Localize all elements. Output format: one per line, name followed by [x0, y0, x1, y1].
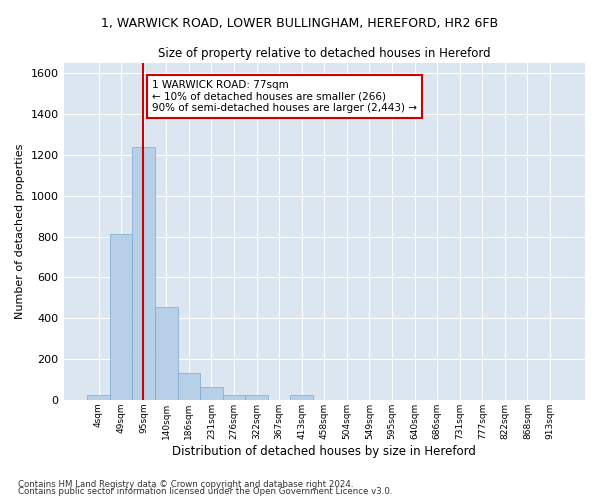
Text: Contains HM Land Registry data © Crown copyright and database right 2024.: Contains HM Land Registry data © Crown c… — [18, 480, 353, 489]
Bar — [110, 234, 133, 400]
X-axis label: Distribution of detached houses by size in Hereford: Distribution of detached houses by size … — [172, 444, 476, 458]
Bar — [133, 146, 155, 400]
Text: 1 WARWICK ROAD: 77sqm
← 10% of detached houses are smaller (266)
90% of semi-det: 1 WARWICK ROAD: 77sqm ← 10% of detached … — [152, 80, 417, 113]
Bar — [245, 394, 268, 400]
Text: 1, WARWICK ROAD, LOWER BULLINGHAM, HEREFORD, HR2 6FB: 1, WARWICK ROAD, LOWER BULLINGHAM, HEREF… — [101, 18, 499, 30]
Bar — [200, 386, 223, 400]
Text: Contains public sector information licensed under the Open Government Licence v3: Contains public sector information licen… — [18, 487, 392, 496]
Y-axis label: Number of detached properties: Number of detached properties — [15, 144, 25, 319]
Bar — [223, 394, 245, 400]
Bar — [87, 394, 110, 400]
Bar — [290, 394, 313, 400]
Title: Size of property relative to detached houses in Hereford: Size of property relative to detached ho… — [158, 48, 491, 60]
Bar — [178, 374, 200, 400]
Bar — [155, 307, 178, 400]
